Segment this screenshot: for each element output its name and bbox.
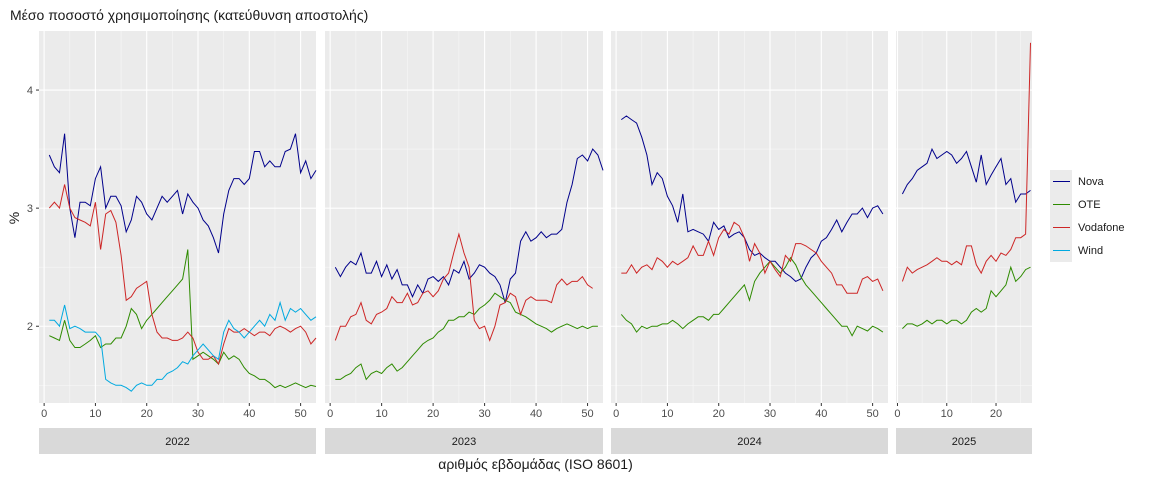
facet-strip-2023 xyxy=(325,428,603,454)
x-tick-label: 10 xyxy=(89,408,101,420)
panel-background-2022 xyxy=(39,31,316,403)
facet-strip-label-2022: 2022 xyxy=(165,436,189,448)
series-line-ote-2023 xyxy=(335,292,598,381)
x-tick-label: 20 xyxy=(141,408,153,420)
y-tick-label: 4 xyxy=(27,85,33,97)
facet-strip-2025 xyxy=(896,428,1032,454)
series-line-nova-2023 xyxy=(334,148,604,303)
x-tick-label: 30 xyxy=(478,408,490,420)
x-tick-label: 40 xyxy=(243,408,255,420)
facet-strip-label-2025: 2025 xyxy=(952,436,976,448)
x-tick-label: 20 xyxy=(713,408,725,420)
x-tick-label: 0 xyxy=(894,408,900,420)
facet-strip-2022 xyxy=(39,428,316,454)
series-line-vodafone-2022 xyxy=(48,184,317,366)
x-tick-label: 0 xyxy=(327,408,333,420)
panel-background-2023 xyxy=(325,31,603,403)
legend-item-ote: OTE xyxy=(1050,193,1125,216)
legend-key-vodafone xyxy=(1052,227,1070,228)
x-tick-label: 0 xyxy=(41,408,47,420)
series-line-nova-2022 xyxy=(48,133,317,254)
series-line-nova-2025 xyxy=(901,147,1031,204)
legend-item-vodafone: Vodafone xyxy=(1050,216,1125,239)
legend-key-nova xyxy=(1052,181,1070,182)
x-tick-label: 10 xyxy=(941,408,953,420)
x-tick-label: 0 xyxy=(613,408,619,420)
facet-strip-label-2024: 2024 xyxy=(737,436,761,448)
x-tick-label: 20 xyxy=(427,408,439,420)
x-tick-label: 50 xyxy=(581,408,593,420)
legend-label-nova: Nova xyxy=(1078,175,1104,188)
series-line-ote-2024 xyxy=(620,256,884,337)
x-tick-label: 10 xyxy=(661,408,673,420)
series-line-ote-2022 xyxy=(49,249,317,389)
x-tick-label: 40 xyxy=(815,408,827,420)
legend: Nova OTE Vodafone Wind xyxy=(1050,170,1125,262)
facet-strip-2024 xyxy=(611,428,888,454)
series-line-vodafone-2024 xyxy=(621,221,884,294)
legend-item-wind: Wind xyxy=(1050,239,1125,262)
x-tick-label: 30 xyxy=(192,408,204,420)
legend-item-nova: Nova xyxy=(1050,170,1125,193)
y-tick-label: 3 xyxy=(27,203,33,215)
x-tick-label: 20 xyxy=(990,408,1002,420)
x-tick-label: 30 xyxy=(764,408,776,420)
legend-label-ote: OTE xyxy=(1078,198,1101,211)
series-line-ote-2025 xyxy=(902,265,1031,329)
x-tick-label: 10 xyxy=(376,408,388,420)
x-axis-label: αριθμός εβδομάδας (ISO 8601) xyxy=(438,456,633,472)
legend-label-vodafone: Vodafone xyxy=(1078,221,1125,234)
series-line-wind-2022 xyxy=(49,300,317,392)
facet-strip-label-2023: 2023 xyxy=(452,436,476,448)
series-line-vodafone-2023 xyxy=(334,232,593,342)
panel-background-2024 xyxy=(611,31,888,403)
chart-title: Μέσο ποσοστό χρησιμοποίησης (κατεύθυνση … xyxy=(10,7,369,23)
x-tick-label: 40 xyxy=(530,408,542,420)
legend-key-ote xyxy=(1052,204,1070,205)
legend-label-wind: Wind xyxy=(1078,244,1104,257)
y-tick-label: 2 xyxy=(27,321,33,333)
panel-background-2025 xyxy=(896,31,1032,403)
legend-key-wind xyxy=(1052,250,1070,251)
series-line-vodafone-2025 xyxy=(901,42,1031,282)
x-tick-label: 50 xyxy=(866,408,878,420)
x-tick-label: 50 xyxy=(294,408,306,420)
